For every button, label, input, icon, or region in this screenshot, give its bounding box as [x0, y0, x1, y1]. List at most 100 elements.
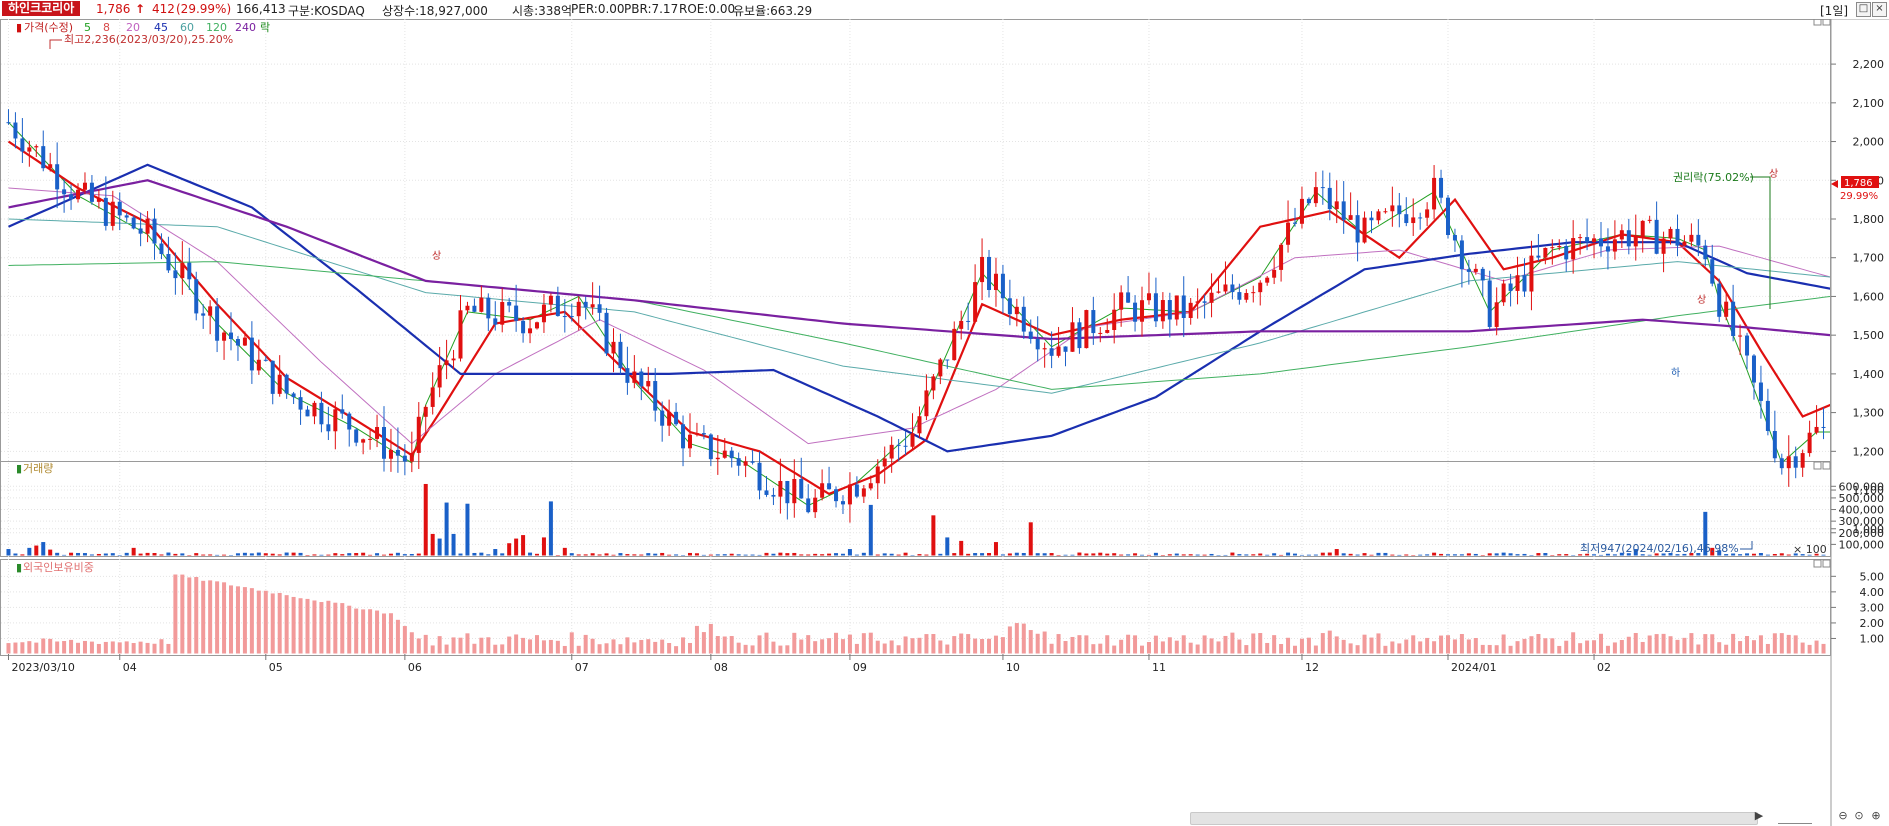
foreign-ratio-bar: [945, 644, 950, 654]
foreign-ratio-bar: [62, 641, 67, 654]
volume-bar: [1021, 553, 1026, 556]
candle: [1195, 288, 1200, 319]
foreign-ratio-bar: [277, 592, 282, 654]
foreign-ratio-bar: [799, 639, 804, 654]
date-axis-label: 11: [1152, 661, 1166, 674]
foreign-ratio-bar: [1571, 632, 1576, 654]
foreign-ratio-bar: [1306, 637, 1311, 654]
candle: [1626, 218, 1631, 255]
foreign-ratio-bar: [215, 581, 220, 654]
foreign-marker-icon: ▮: [16, 561, 22, 574]
volume-bar: [938, 553, 943, 556]
volume-bar: [1821, 554, 1826, 556]
candle: [131, 215, 136, 230]
foreign-ratio-bar: [1098, 643, 1103, 654]
zoom-slider[interactable]: [1778, 809, 1812, 824]
candle: [736, 452, 741, 476]
foreign-ratio-bar: [263, 590, 268, 654]
price-panel-max-button[interactable]: [1813, 19, 1822, 26]
volume-panel-close-button[interactable]: [1822, 461, 1831, 470]
time-scrollbar[interactable]: [1190, 812, 1758, 825]
zoom-reset-icon[interactable]: ⊙: [1854, 809, 1864, 822]
stock-chart[interactable]: 2,2002,1002,0001,9001,8001,7001,6001,500…: [0, 19, 1889, 826]
stock-name-badge[interactable]: 하인크코리아: [2, 1, 81, 16]
volume-bar: [486, 554, 491, 556]
volume-bar: [402, 554, 407, 556]
volume-bar: [980, 553, 985, 556]
foreign-ratio-bar: [472, 643, 477, 654]
volume-unit-label: × 100: [1793, 543, 1827, 556]
foreign-panel-max-button[interactable]: [1813, 559, 1822, 568]
price-panel-close-button[interactable]: [1822, 19, 1831, 26]
foreign-ratio-bar: [882, 643, 887, 654]
candle: [743, 456, 748, 478]
scroll-right-icon[interactable]: ▶: [1754, 809, 1764, 822]
volume-bar: [729, 553, 734, 556]
close-button[interactable]: ×: [1872, 2, 1887, 17]
foreign-ratio-bar: [590, 638, 595, 654]
volume-axis-tick-label: 200,000: [1839, 527, 1885, 540]
foreign-panel-close-button[interactable]: [1822, 559, 1831, 568]
foreign-ratio-bar: [1633, 632, 1638, 654]
candle: [1807, 420, 1812, 457]
legend-price-label: 가격(수정): [24, 21, 73, 34]
volume-bar: [1035, 553, 1040, 556]
zoom-in-icon[interactable]: ⊕: [1871, 809, 1881, 822]
candle: [931, 373, 936, 400]
volume-bar: [1466, 553, 1471, 556]
foreign-ratio-bar: [1334, 636, 1339, 654]
foreign-ratio-bar: [235, 586, 240, 654]
candle: [653, 368, 658, 422]
volume-bar: [180, 553, 185, 556]
candle: [1557, 239, 1562, 251]
candle: [69, 184, 74, 210]
foreign-ratio-bar: [1369, 637, 1374, 654]
foreign-ratio-bar: [500, 644, 505, 654]
volume-bar: [1682, 553, 1687, 556]
foreign-ratio-bar: [910, 638, 915, 654]
foreign-ratio-bar: [326, 600, 331, 654]
candle: [430, 372, 435, 415]
period-selector[interactable]: [1일]: [1820, 4, 1849, 18]
foreign-axis-tick-label: 4.00: [1860, 586, 1885, 599]
volume-panel-max-button[interactable]: [1813, 461, 1822, 470]
candle: [319, 391, 324, 433]
foreign-ratio-bar: [1814, 640, 1819, 654]
candle: [806, 484, 811, 514]
volume-bar: [785, 553, 790, 556]
volume-bar: [361, 552, 366, 556]
candle: [277, 355, 282, 397]
candle: [1348, 192, 1353, 220]
zoom-out-icon[interactable]: ⊖: [1838, 809, 1848, 822]
candle: [1432, 165, 1437, 220]
foreign-ratio-bar: [319, 602, 324, 654]
candle: [1216, 277, 1221, 294]
volume-bar: [1710, 547, 1715, 556]
candle: [980, 238, 985, 301]
volume-bar: [1056, 554, 1061, 556]
candle: [813, 489, 818, 518]
volume-bar: [1543, 553, 1548, 556]
candle: [458, 295, 463, 362]
restore-button[interactable]: □: [1856, 2, 1871, 17]
volume-bar: [1612, 554, 1617, 556]
candle: [1105, 318, 1110, 334]
date-axis-label: 04: [123, 661, 137, 674]
foreign-ratio-bar: [1800, 642, 1805, 654]
candle: [917, 406, 922, 438]
volume-bar: [62, 554, 67, 556]
volume-bar: [1536, 553, 1541, 556]
candle: [1487, 270, 1492, 330]
candle: [576, 296, 581, 331]
volume-bar: [1765, 554, 1770, 556]
volume-panel-frame: [0, 461, 1831, 557]
foreign-ratio-bar: [785, 645, 790, 654]
candle: [938, 357, 943, 385]
foreign-ratio-bar: [1738, 641, 1743, 654]
volume-bar: [326, 554, 331, 556]
volume-bar: [868, 504, 873, 556]
volume-bar: [590, 553, 595, 556]
candle: [486, 293, 491, 332]
candle: [1661, 231, 1666, 273]
volume-bar: [799, 554, 804, 556]
